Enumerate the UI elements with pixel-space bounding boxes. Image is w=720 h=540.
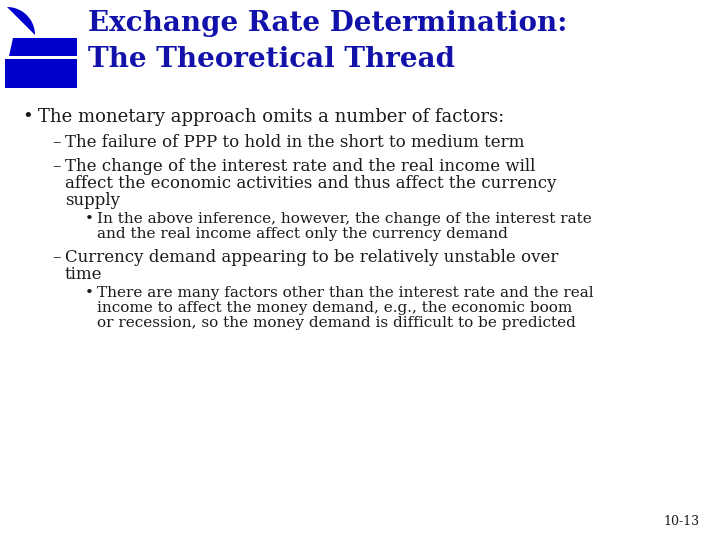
- Text: The failure of PPP to hold in the short to medium term: The failure of PPP to hold in the short …: [65, 134, 524, 151]
- Text: and the real income affect only the currency demand: and the real income affect only the curr…: [97, 227, 508, 241]
- Text: There are many factors other than the interest rate and the real: There are many factors other than the in…: [97, 286, 593, 300]
- Text: or recession, so the money demand is difficult to be predicted: or recession, so the money demand is dif…: [97, 316, 576, 330]
- Text: affect the economic activities and thus affect the currency: affect the economic activities and thus …: [65, 175, 557, 192]
- Text: –: –: [52, 249, 60, 266]
- Text: income to affect the money demand, e.g., the economic boom: income to affect the money demand, e.g.,…: [97, 301, 572, 315]
- Text: Exchange Rate Determination:: Exchange Rate Determination:: [88, 10, 567, 37]
- Text: The change of the interest rate and the real income will: The change of the interest rate and the …: [65, 158, 536, 175]
- Polygon shape: [9, 38, 77, 56]
- Text: supply: supply: [65, 192, 120, 209]
- Text: In the above inference, however, the change of the interest rate: In the above inference, however, the cha…: [97, 212, 592, 226]
- Polygon shape: [5, 59, 77, 88]
- Text: –: –: [52, 158, 60, 175]
- Text: time: time: [65, 266, 102, 283]
- Text: Currency demand appearing to be relatively unstable over: Currency demand appearing to be relative…: [65, 249, 559, 266]
- Polygon shape: [7, 7, 35, 35]
- Text: The Theoretical Thread: The Theoretical Thread: [88, 46, 455, 73]
- Text: •: •: [85, 286, 94, 300]
- Text: •: •: [22, 108, 32, 126]
- Text: •: •: [85, 212, 94, 226]
- Text: 10-13: 10-13: [664, 515, 700, 528]
- Text: The monetary approach omits a number of factors:: The monetary approach omits a number of …: [38, 108, 504, 126]
- Text: –: –: [52, 134, 60, 151]
